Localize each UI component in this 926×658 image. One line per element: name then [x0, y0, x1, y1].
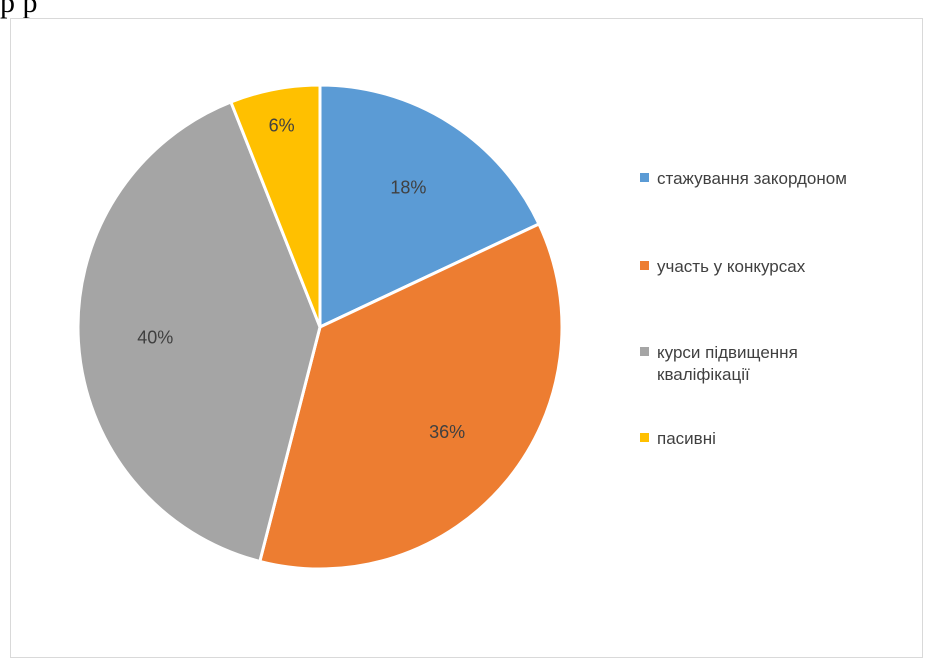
legend-swatch-0 [640, 173, 649, 182]
legend-swatch-3 [640, 433, 649, 442]
pie-slice-1 [258, 222, 564, 571]
pie-slice-2 [76, 100, 322, 563]
legend-swatch-2 [640, 347, 649, 356]
page-text-fragment: р р [0, 0, 38, 19]
legend-label-1: участь у конкурсах [657, 257, 806, 276]
legend-label-2: курси підвищення кваліфікації [657, 343, 798, 384]
legend-label-3: пасивні [657, 429, 716, 448]
pie-slice-0 [318, 83, 541, 329]
pie-slices [76, 83, 564, 571]
pie-slice-3 [229, 83, 322, 329]
legend: стажування закордоном участь у конкурсах к… [640, 169, 847, 448]
pie-data-labels: 18% 36% 40% 6% [137, 116, 465, 443]
legend-swatch-1 [640, 261, 649, 270]
pie-data-label-0: 18% [390, 178, 426, 198]
legend-label-0: стажування закордоном [657, 169, 847, 188]
pie-chart: 18% 36% 40% 6% стажування закордоном участь … [76, 83, 847, 571]
pie-data-label-1: 36% [429, 422, 465, 442]
pie-data-label-2: 40% [137, 327, 173, 347]
pie-data-label-3: 6% [269, 116, 295, 136]
